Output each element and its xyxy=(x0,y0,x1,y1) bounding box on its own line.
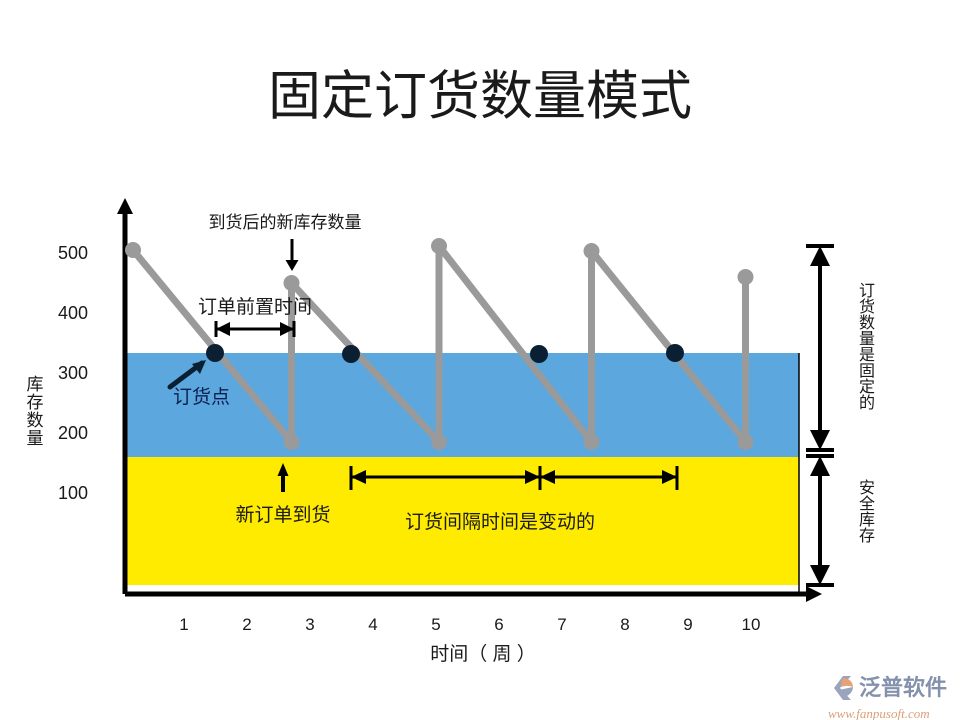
svg-text:订货点: 订货点 xyxy=(173,386,230,408)
svg-text:100: 100 xyxy=(58,483,88,503)
svg-text:200: 200 xyxy=(58,423,88,443)
svg-text:8: 8 xyxy=(620,615,629,634)
svg-text:到货后的新库存数量: 到货后的新库存数量 xyxy=(209,213,362,232)
svg-text:时间（ 周 ）: 时间（ 周 ） xyxy=(430,643,536,665)
svg-text:数: 数 xyxy=(27,411,44,430)
svg-text:4: 4 xyxy=(368,615,377,634)
svg-text:全: 全 xyxy=(859,495,875,513)
svg-text:固: 固 xyxy=(859,363,875,380)
svg-text:3: 3 xyxy=(305,615,314,634)
svg-text:固定订货数量模式: 固定订货数量模式 xyxy=(268,67,692,126)
svg-text:库: 库 xyxy=(859,511,875,529)
svg-text:量: 量 xyxy=(859,331,875,348)
svg-text:存: 存 xyxy=(27,393,44,412)
svg-text:订单前置时间: 订单前置时间 xyxy=(198,296,312,318)
svg-text:9: 9 xyxy=(683,615,692,634)
svg-text:存: 存 xyxy=(859,527,875,545)
svg-text:的: 的 xyxy=(859,394,875,412)
svg-text:定: 定 xyxy=(859,378,875,396)
svg-text:安: 安 xyxy=(859,479,875,497)
svg-text:新订单到货: 新订单到货 xyxy=(235,504,330,526)
svg-text:量: 量 xyxy=(27,429,44,448)
svg-text:7: 7 xyxy=(557,615,566,634)
svg-text:1: 1 xyxy=(179,615,188,634)
svg-text:订货间隔时间是变动的: 订货间隔时间是变动的 xyxy=(405,511,595,533)
svg-text:6: 6 xyxy=(494,615,503,634)
svg-text:500: 500 xyxy=(58,243,88,263)
svg-text:订: 订 xyxy=(859,282,875,300)
svg-text:2: 2 xyxy=(242,615,251,634)
svg-text:400: 400 xyxy=(58,303,88,323)
svg-text:数: 数 xyxy=(859,314,875,332)
svg-text:300: 300 xyxy=(58,363,88,383)
svg-text:10: 10 xyxy=(742,615,761,634)
svg-text:泛普软件: 泛普软件 xyxy=(859,675,947,700)
svg-text:5: 5 xyxy=(431,615,440,634)
svg-text:货: 货 xyxy=(859,298,875,316)
svg-text:是: 是 xyxy=(859,347,875,364)
svg-text:库: 库 xyxy=(27,375,44,394)
